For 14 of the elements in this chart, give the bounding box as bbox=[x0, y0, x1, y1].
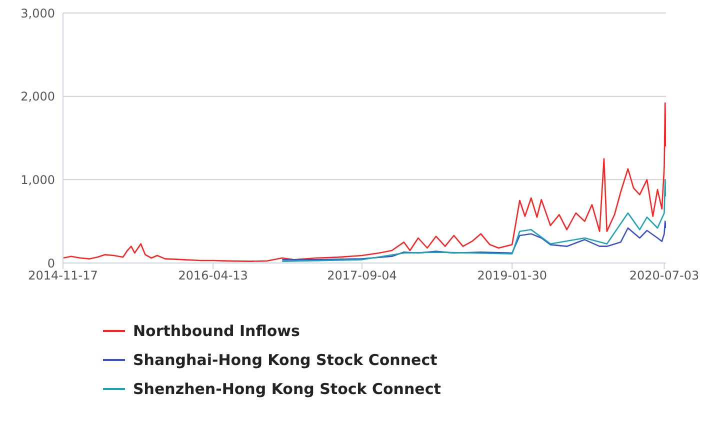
legend-label: Northbound Inflows bbox=[133, 322, 300, 340]
legend-label: Shanghai-Hong Kong Stock Connect bbox=[133, 350, 438, 368]
x-tick-label: 2020-07-03 bbox=[629, 268, 700, 283]
y-tick-label: 0 bbox=[47, 256, 55, 270]
legend-label: Shenzhen-Hong Kong Stock Connect bbox=[133, 380, 441, 398]
x-tick-label: 2014-11-17 bbox=[28, 268, 98, 283]
x-tick-label: 2019-01-30 bbox=[477, 268, 547, 283]
x-tick-label: 2017-09-04 bbox=[327, 268, 397, 283]
y-tick-label: 2,000 bbox=[20, 90, 55, 104]
y-tick-label: 3,000 bbox=[20, 6, 55, 20]
y-tick-label: 1,000 bbox=[20, 172, 55, 187]
line-series bbox=[281, 220, 666, 260]
line-series bbox=[281, 179, 666, 262]
x-tick-label: 2016-04-13 bbox=[178, 268, 248, 283]
